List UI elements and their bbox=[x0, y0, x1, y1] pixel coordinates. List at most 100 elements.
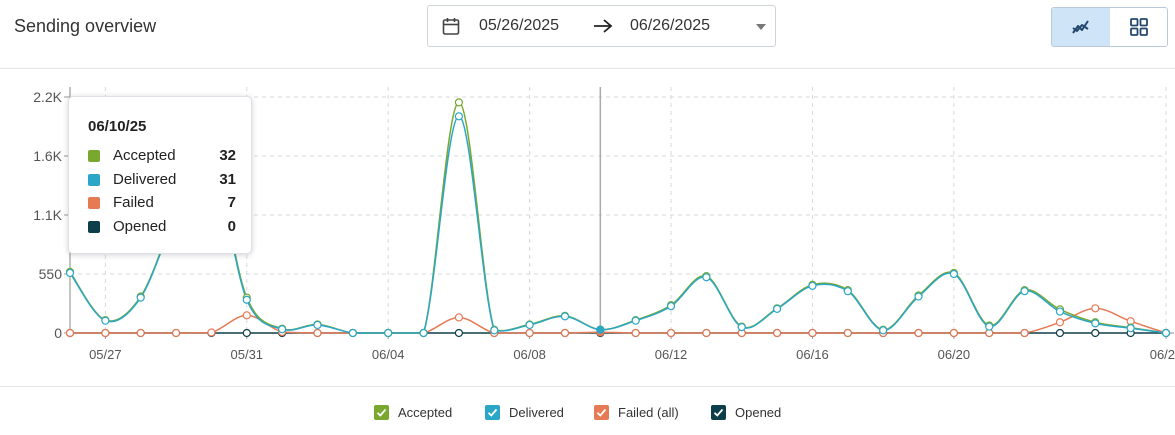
tooltip-value: 32 bbox=[219, 147, 236, 164]
tooltip-row-opened: Opened 0 bbox=[88, 217, 236, 237]
data-point bbox=[560, 328, 570, 338]
checkbox-icon[interactable] bbox=[594, 405, 609, 420]
x-tick-label: 05/31 bbox=[231, 347, 264, 362]
start-date[interactable]: 05/26/2025 bbox=[479, 17, 560, 34]
tooltip-row-accepted: Accepted 32 bbox=[88, 146, 236, 166]
data-point bbox=[914, 328, 923, 338]
data-point bbox=[1020, 287, 1029, 296]
x-tick-label: 06/16 bbox=[796, 347, 829, 362]
data-point bbox=[65, 328, 75, 338]
chart-tooltip: 06/10/25 Accepted 32 Delivered 31 Failed… bbox=[68, 96, 252, 254]
data-point bbox=[949, 328, 958, 338]
tooltip-swatch bbox=[88, 197, 100, 209]
x-tick-label: 06/08 bbox=[513, 347, 546, 362]
data-point bbox=[631, 328, 640, 338]
tooltip-swatch bbox=[88, 150, 100, 162]
data-point bbox=[666, 328, 676, 338]
data-point bbox=[914, 292, 923, 301]
checkbox-icon[interactable] bbox=[374, 405, 389, 420]
y-tick-label: 1.1K bbox=[33, 207, 62, 223]
data-point bbox=[702, 273, 711, 282]
x-tick-label: 05/27 bbox=[89, 347, 122, 362]
data-point bbox=[490, 326, 499, 335]
data-point bbox=[136, 293, 145, 302]
x-tick-label: 06/04 bbox=[372, 347, 405, 362]
line-chart-icon bbox=[1072, 20, 1089, 34]
calendar-icon bbox=[442, 18, 460, 35]
data-point bbox=[525, 328, 534, 338]
x-tick-label: 06/20 bbox=[938, 347, 971, 362]
tooltip-row-delivered: Delivered 31 bbox=[88, 170, 236, 190]
tooltip-value: 0 bbox=[227, 218, 236, 235]
data-point bbox=[207, 328, 216, 337]
data-point bbox=[101, 328, 110, 338]
tooltip-date: 06/10/25 bbox=[88, 118, 147, 135]
data-point bbox=[1091, 319, 1100, 328]
data-point bbox=[772, 304, 782, 313]
data-point bbox=[1055, 318, 1065, 327]
series-line-failed-all- bbox=[70, 307, 1167, 334]
view-toggle bbox=[1051, 7, 1168, 47]
legend-label: Delivered bbox=[509, 405, 564, 420]
data-point bbox=[454, 328, 464, 338]
data-point bbox=[101, 316, 110, 325]
y-tick-label: 0 bbox=[54, 325, 62, 341]
line-chart[interactable]: 0 550 1.1K 1.6K 2.2K 05/27 05/31 06/04 06/08 06/1… bbox=[0, 69, 1175, 385]
end-date[interactable]: 06/26/2025 bbox=[630, 17, 711, 34]
data-point bbox=[242, 311, 251, 320]
data-point bbox=[65, 268, 75, 278]
data-point bbox=[419, 328, 428, 338]
data-point bbox=[737, 323, 746, 332]
data-point bbox=[772, 328, 782, 338]
data-point bbox=[278, 325, 287, 334]
y-tick-label: 550 bbox=[39, 266, 63, 282]
tooltip-label: Accepted bbox=[113, 147, 176, 164]
data-point bbox=[1020, 328, 1029, 338]
data-point bbox=[242, 295, 251, 304]
line-view-button[interactable] bbox=[1052, 8, 1111, 46]
y-tick-label: 1.6K bbox=[33, 148, 62, 164]
tooltip-swatch bbox=[88, 221, 100, 233]
data-point bbox=[596, 325, 605, 334]
date-range-picker[interactable]: 05/26/2025 06/26/2025 bbox=[427, 5, 776, 47]
checkbox-icon[interactable] bbox=[485, 405, 500, 420]
data-point bbox=[313, 328, 322, 338]
data-point bbox=[631, 316, 640, 325]
data-point bbox=[843, 287, 852, 296]
data-point bbox=[666, 302, 676, 311]
x-tick-label: 06/26 bbox=[1150, 347, 1175, 362]
data-point bbox=[136, 328, 145, 338]
data-point bbox=[454, 112, 464, 121]
tooltip-value: 7 bbox=[227, 194, 236, 211]
data-point bbox=[171, 328, 181, 338]
data-point bbox=[1055, 328, 1065, 338]
data-point bbox=[525, 320, 534, 330]
legend-bar bbox=[0, 386, 1175, 435]
data-point bbox=[1126, 324, 1135, 333]
y-tick-label: 2.2K bbox=[33, 89, 62, 105]
tooltip-label: Failed bbox=[113, 194, 154, 211]
data-point bbox=[949, 269, 958, 279]
data-point bbox=[454, 98, 464, 107]
series-line-delivered bbox=[69, 115, 1167, 334]
data-point bbox=[1161, 328, 1171, 338]
grid-view-button[interactable] bbox=[1110, 8, 1167, 46]
caret-down-icon[interactable] bbox=[756, 24, 766, 30]
data-point bbox=[879, 326, 888, 335]
data-point bbox=[454, 313, 464, 322]
data-point bbox=[1091, 304, 1100, 313]
data-point bbox=[1091, 328, 1100, 338]
data-point bbox=[808, 281, 817, 290]
data-point bbox=[843, 328, 852, 338]
checkbox-icon[interactable] bbox=[711, 405, 726, 420]
data-point bbox=[384, 328, 393, 338]
data-point bbox=[702, 328, 711, 338]
tooltip-value: 31 bbox=[219, 171, 236, 188]
x-tick-label: 06/12 bbox=[655, 347, 688, 362]
data-point bbox=[808, 328, 817, 338]
tooltip-swatch bbox=[88, 174, 100, 186]
legend-label: Accepted bbox=[398, 405, 453, 420]
grid-icon bbox=[1130, 18, 1148, 36]
legend-label: Failed (all) bbox=[618, 405, 679, 420]
data-point bbox=[313, 320, 322, 330]
